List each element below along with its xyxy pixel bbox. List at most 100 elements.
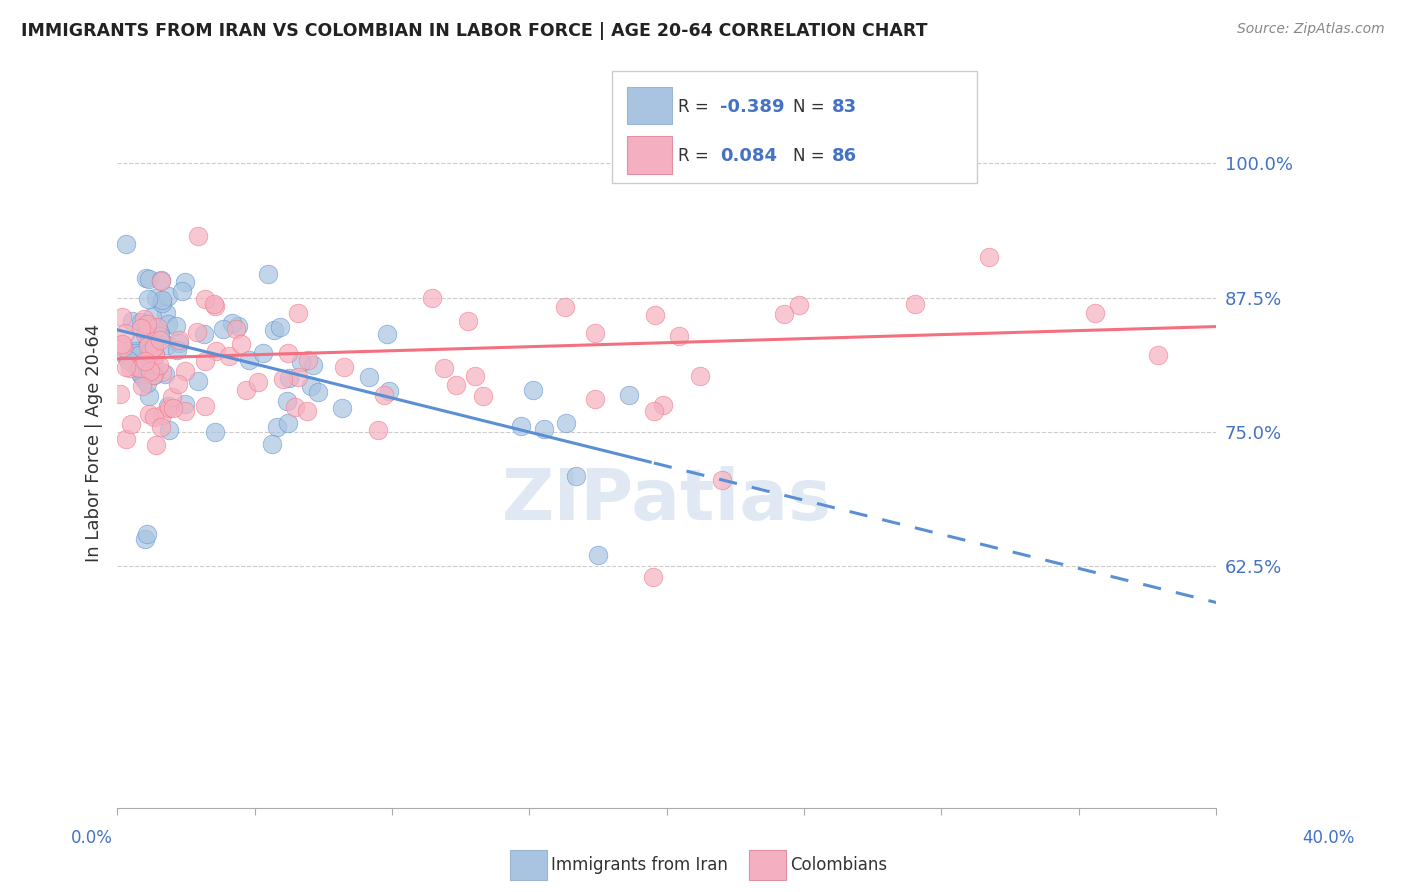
Point [138, 389, 160, 403]
Point [112, 347, 135, 361]
Point [263, 323, 285, 337]
Point [131, 363, 153, 377]
Point [149, 333, 172, 347]
Point [617, 388, 640, 402]
Point [554, 300, 576, 314]
Point [155, 306, 177, 320]
Point [153, 367, 176, 381]
Point [146, 319, 169, 334]
Point [150, 419, 173, 434]
Point [377, 326, 399, 341]
Point [174, 404, 197, 418]
Point [124, 346, 146, 360]
Text: N =: N = [793, 147, 830, 165]
Point [555, 416, 578, 430]
Point [141, 331, 163, 345]
Point [136, 526, 159, 541]
Point [226, 319, 249, 334]
Point [150, 409, 173, 423]
Point [150, 275, 173, 289]
Point [284, 401, 307, 415]
Text: 83: 83 [832, 97, 858, 116]
Point [299, 379, 322, 393]
Point [204, 299, 226, 313]
Point [583, 326, 606, 341]
Point [277, 416, 299, 430]
Point [287, 306, 309, 320]
Point [142, 320, 165, 334]
Point [129, 315, 152, 329]
Point [134, 326, 156, 341]
Text: 0.084: 0.084 [720, 147, 778, 165]
Text: Colombians: Colombians [790, 856, 887, 874]
Text: Immigrants from Iran: Immigrants from Iran [551, 856, 728, 874]
Point [173, 275, 195, 289]
Point [125, 359, 148, 374]
Point [977, 250, 1000, 264]
Point [141, 310, 163, 325]
Point [167, 377, 190, 392]
Point [420, 292, 443, 306]
Point [143, 365, 166, 379]
Point [129, 367, 152, 381]
Point [1147, 348, 1170, 362]
Point [136, 293, 159, 307]
Point [110, 387, 132, 401]
Point [115, 359, 138, 374]
Point [136, 339, 159, 353]
Point [333, 359, 356, 374]
Point [564, 469, 586, 483]
Point [271, 372, 294, 386]
Point [876, 156, 898, 170]
Point [162, 401, 184, 416]
Point [218, 349, 240, 363]
Point [174, 397, 197, 411]
Point [297, 352, 319, 367]
Point [165, 319, 187, 334]
Point [136, 317, 159, 331]
Point [586, 549, 609, 563]
Point [167, 336, 190, 351]
Text: IMMIGRANTS FROM IRAN VS COLOMBIAN IN LABOR FORCE | AGE 20-64 CORRELATION CHART: IMMIGRANTS FROM IRAN VS COLOMBIAN IN LAB… [21, 22, 928, 40]
Point [142, 368, 165, 383]
Point [138, 335, 160, 350]
Text: -0.389: -0.389 [720, 97, 785, 116]
Point [641, 570, 664, 584]
Text: Source: ZipAtlas.com: Source: ZipAtlas.com [1237, 22, 1385, 37]
Point [173, 364, 195, 378]
Point [257, 267, 280, 281]
Point [139, 364, 162, 378]
Point [135, 323, 157, 337]
Point [247, 375, 270, 389]
Point [136, 336, 159, 351]
Point [651, 398, 673, 412]
Point [238, 353, 260, 368]
Point [583, 392, 606, 406]
Point [150, 293, 173, 307]
Point [110, 310, 132, 324]
Point [269, 319, 291, 334]
Point [522, 384, 544, 398]
Point [471, 389, 494, 403]
Point [156, 338, 179, 352]
Point [128, 348, 150, 362]
Point [225, 322, 247, 336]
Text: R =: R = [678, 97, 714, 116]
Point [231, 336, 253, 351]
Point [129, 368, 152, 383]
Point [128, 335, 150, 350]
Point [266, 420, 288, 434]
Point [110, 338, 132, 352]
Point [689, 368, 711, 383]
Point [143, 368, 166, 383]
Point [139, 345, 162, 359]
Point [121, 314, 143, 328]
Point [276, 394, 298, 409]
Point [187, 374, 209, 388]
Point [193, 327, 215, 342]
Point [330, 401, 353, 415]
Text: 0.0%: 0.0% [70, 830, 112, 847]
Point [114, 326, 136, 340]
Point [194, 354, 217, 368]
Point [444, 377, 467, 392]
